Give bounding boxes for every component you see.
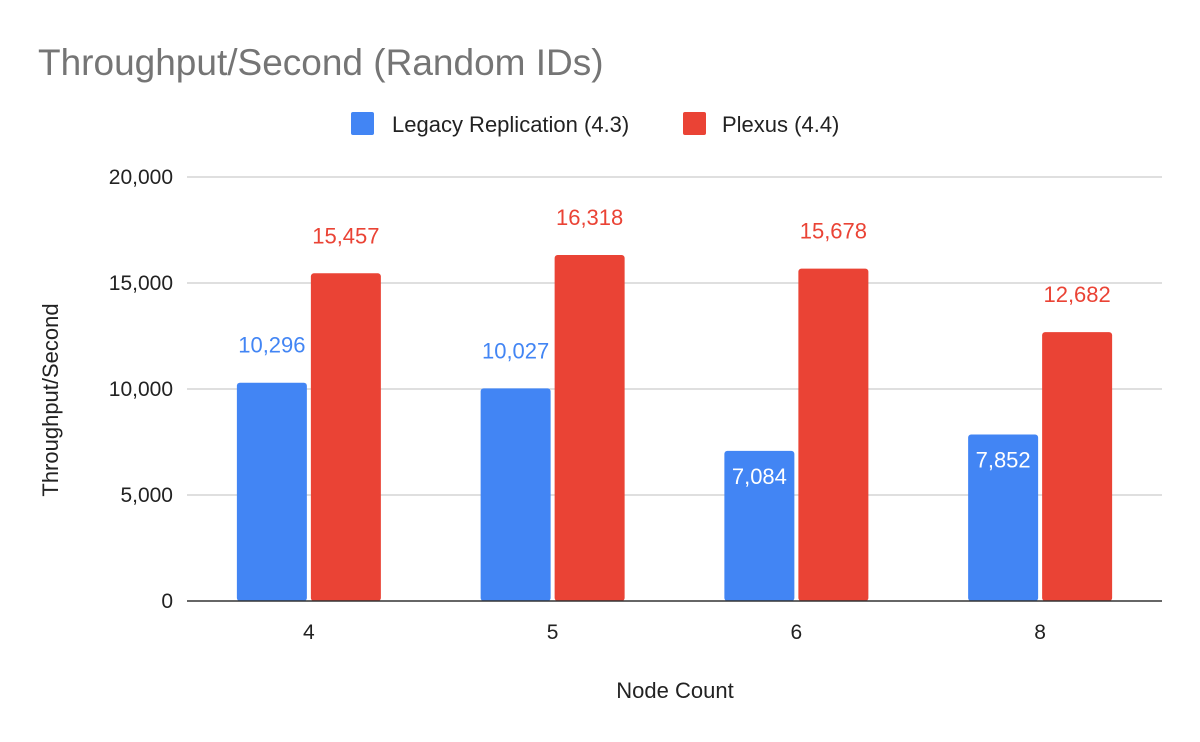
bar-plexus-8 bbox=[1042, 332, 1113, 601]
data-label: 7,084 bbox=[732, 464, 787, 489]
legend-swatch bbox=[351, 112, 374, 135]
y-tick-label: 20,000 bbox=[109, 166, 173, 189]
bar-legacy-4 bbox=[236, 382, 307, 601]
x-tick-label: 6 bbox=[791, 621, 803, 644]
y-axis-label: Throughput/Second bbox=[38, 303, 63, 496]
x-tick-label: 5 bbox=[547, 621, 559, 644]
data-label: 16,318 bbox=[556, 205, 623, 230]
legend: Legacy Replication (4.3) Plexus (4.4) bbox=[351, 112, 839, 137]
x-axis-label: Node Count bbox=[616, 678, 733, 703]
data-label: 15,457 bbox=[312, 223, 379, 248]
y-tick-label: 15,000 bbox=[109, 272, 173, 295]
data-label: 10,296 bbox=[238, 333, 305, 358]
data-labels: 10,296 15,457 10,027 16,318 7,084 15,678 7,852… bbox=[238, 205, 1111, 489]
bar-plexus-6 bbox=[798, 268, 869, 601]
bar-plexus-5 bbox=[554, 255, 625, 601]
bar-legacy-5 bbox=[480, 388, 551, 601]
legend-label: Plexus (4.4) bbox=[722, 112, 839, 137]
bar-plexus-4 bbox=[310, 273, 381, 601]
data-label: 12,682 bbox=[1043, 282, 1110, 307]
y-tick-label: 5,000 bbox=[120, 484, 173, 507]
bars bbox=[187, 255, 1162, 602]
bar-legacy-8 bbox=[968, 434, 1039, 601]
y-tick-label: 10,000 bbox=[109, 378, 173, 401]
x-tick-label: 4 bbox=[303, 621, 315, 644]
data-label: 7,852 bbox=[976, 448, 1031, 473]
y-tick-label: 0 bbox=[161, 590, 173, 613]
x-axis-ticks: 4 5 6 8 bbox=[303, 621, 1046, 644]
legend-swatch bbox=[683, 112, 706, 135]
data-label: 15,678 bbox=[800, 219, 867, 244]
bar-legacy-6 bbox=[724, 450, 795, 601]
x-tick-label: 8 bbox=[1034, 621, 1046, 644]
data-label: 10,027 bbox=[482, 338, 549, 363]
y-axis-ticks: 0 5,000 10,000 15,000 20,000 bbox=[109, 166, 173, 613]
legend-label: Legacy Replication (4.3) bbox=[392, 112, 629, 137]
chart-title: Throughput/Second (Random IDs) bbox=[38, 42, 604, 83]
